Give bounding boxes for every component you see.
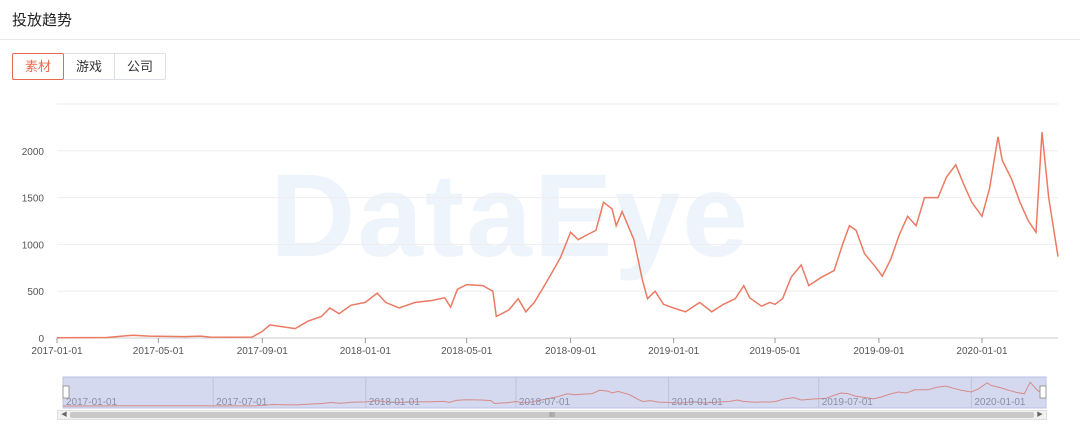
tab-company[interactable]: 公司 [115, 54, 166, 79]
navigator-label: 2018-01-01 [369, 397, 421, 408]
navigator-handle-left[interactable] [62, 385, 70, 399]
x-tick-label: 2018-09-01 [545, 346, 597, 357]
navigator-label: 2017-01-01 [66, 397, 118, 408]
y-tick-label: 0 [38, 334, 44, 345]
navigator-label: 2020-01-01 [974, 397, 1026, 408]
tab-game[interactable]: 游戏 [64, 54, 116, 79]
x-tick-label: 2019-09-01 [853, 346, 905, 357]
horizontal-scrollbar[interactable]: ◀ III ▶ [57, 410, 1047, 420]
navigator-selection [62, 376, 1047, 409]
series-line [56, 132, 1059, 339]
scroll-right-icon[interactable]: ▶ [1037, 411, 1043, 418]
tab-material[interactable]: 素材 [12, 53, 65, 80]
y-tick-label: 1500 [22, 194, 45, 205]
scroll-grip: III [549, 412, 555, 419]
x-tick-label: 2017-09-01 [237, 346, 289, 357]
x-tick-label: 2019-01-01 [648, 346, 700, 357]
navigator-grid [62, 377, 972, 408]
navigator-handle-right[interactable] [1039, 385, 1047, 399]
x-tick-label: 2019-05-01 [749, 346, 801, 357]
x-tick-label: 2017-01-01 [31, 346, 83, 357]
y-axis: 0 500 1000 1500 2000 [22, 147, 45, 345]
x-tick-label: 2018-05-01 [441, 346, 493, 357]
navigator-label: 2019-01-01 [672, 397, 724, 408]
x-tick-label: 2017-05-01 [133, 346, 185, 357]
y-tick-label: 1000 [22, 240, 45, 251]
data-zoom-navigator: 2017-01-01 2017-07-01 2018-01-01 2018-07-01… [62, 376, 1047, 409]
y-tick-label: 500 [27, 287, 44, 298]
x-tick-label: 2020-01-01 [956, 346, 1008, 357]
x-tick-label: 2018-01-01 [340, 346, 392, 357]
navigator-labels: 2017-01-01 2017-07-01 2018-01-01 2018-07-01… [66, 397, 1026, 408]
navigator-label: 2017-07-01 [216, 397, 268, 408]
navigator-line [62, 381, 1047, 407]
navigator-label: 2018-07-01 [519, 397, 571, 408]
navigator-label: 2019-07-01 [822, 397, 874, 408]
x-axis: 2017-01-01 2017-05-01 2017-09-01 2018-01-01… [31, 338, 1008, 357]
tab-group: 素材 游戏 公司 [12, 53, 167, 80]
panel-header: 投放趋势 [0, 0, 1080, 40]
grid-lines [57, 103, 1058, 339]
panel-title: 投放趋势 [12, 12, 73, 29]
scrollbar-thumb[interactable]: III [70, 412, 1034, 419]
scroll-left-icon[interactable]: ◀ [61, 411, 67, 418]
y-tick-label: 2000 [22, 147, 45, 158]
